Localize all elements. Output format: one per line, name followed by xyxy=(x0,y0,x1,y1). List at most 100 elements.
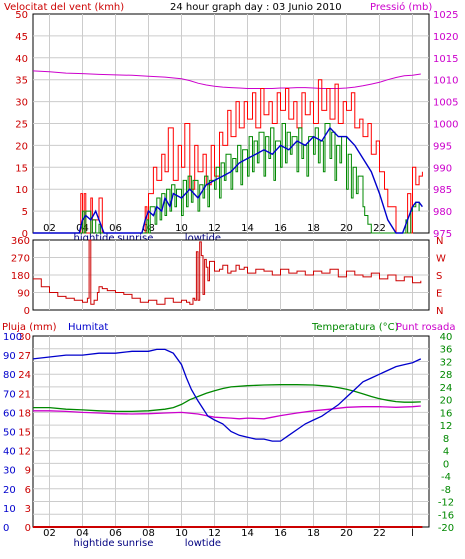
temperature-tick-label: 28 xyxy=(440,370,453,381)
pressure-ticks: 975 980 985 990 995 1000 1005 1010 1015 1020 1025 xyxy=(433,10,458,240)
compass-label: N xyxy=(436,236,443,247)
time-tick-label: 12 xyxy=(208,528,221,539)
humidity-tick-label: 20 xyxy=(3,485,16,496)
pressure-tick-label: 1015 xyxy=(433,54,458,65)
temperature-tick-label: 24 xyxy=(440,383,453,394)
compass-label: E xyxy=(436,289,442,300)
wind-tick-label: 5 xyxy=(22,207,28,218)
humidity-tick-label: 0 xyxy=(3,523,9,534)
pressure-tick-label: 995 xyxy=(433,141,452,152)
humidity-tick-label: 40 xyxy=(3,447,16,458)
time-tick-label: 02 xyxy=(43,528,56,539)
wind-tick-label: 25 xyxy=(15,120,28,131)
rain-tick-label: 27 xyxy=(18,351,31,362)
tide-label: lowtide xyxy=(185,233,221,244)
time-tick-label: 06 xyxy=(109,223,122,234)
temperature-tick-label: 0 xyxy=(443,459,449,470)
wind-tick-label: 30 xyxy=(15,98,28,109)
temperature-tick-label: 8 xyxy=(443,434,449,445)
tide-label: sunrise xyxy=(117,538,153,549)
wind-tick-label: 50 xyxy=(15,10,28,21)
humidity-tick-label: 80 xyxy=(3,370,16,381)
tide-label: sunrise xyxy=(117,233,153,244)
humidity-tick-label: 90 xyxy=(3,351,16,362)
pressure-tick-label: 1010 xyxy=(433,76,458,87)
tide-label: hightide xyxy=(74,233,115,244)
rain-tick-label: 0 xyxy=(25,523,31,534)
rain-humidity-ticks: 0 3 6 9 12 15 18 21 24 27 30 0 10 20 30 40 50 60 70 80 90 100 xyxy=(3,332,31,534)
climate-panel xyxy=(32,335,430,528)
rain-tick-label: 30 xyxy=(18,332,31,343)
time-tick-label: 22 xyxy=(373,223,386,234)
wind-tick-label: 0 xyxy=(22,229,28,240)
rain-tick-label: 24 xyxy=(18,370,31,381)
temperature-tick-label: 36 xyxy=(440,345,453,356)
pressure-tick-label: 985 xyxy=(433,185,452,196)
temperature-series-line xyxy=(33,384,421,413)
pressure-tick-label: 990 xyxy=(433,163,452,174)
climate-time-ticks: 02 04 06 08 10 12 14 16 18 20 22 l hightide sunrise lo… xyxy=(43,528,414,549)
time-tick-label: 18 xyxy=(307,528,320,539)
time-tick-label: 06 xyxy=(109,528,122,539)
humidity-tick-label: 60 xyxy=(3,408,16,419)
time-tick-label: 20 xyxy=(340,528,353,539)
pressure-tick-label: 1020 xyxy=(433,32,458,43)
temperature-tick-label: -20 xyxy=(438,523,454,534)
direction-tick-label: 360 xyxy=(11,236,30,247)
rain-tick-label: 9 xyxy=(25,466,31,477)
pressure-axis-title: Pressió (mb) xyxy=(370,1,432,13)
wind-ticks: 0 5 10 15 20 25 30 35 40 45 50 xyxy=(15,10,28,240)
temperature-tick-label: 32 xyxy=(440,357,453,368)
humidity-tick-label: 50 xyxy=(3,428,16,439)
tide-label: lowtide xyxy=(185,538,221,549)
compass-label: N xyxy=(436,306,443,317)
rain-axis-title: Pluja (mm) xyxy=(2,322,57,333)
rain-tick-label: 3 xyxy=(25,504,31,515)
compass-label: S xyxy=(436,271,442,282)
dew-point-series-line xyxy=(33,405,421,420)
time-tick-label: 10 xyxy=(175,223,188,234)
time-tick-label: 02 xyxy=(43,223,56,234)
time-tick-label: 08 xyxy=(142,528,155,539)
wind-axis-title: Velocitat del vent (kmh) xyxy=(4,2,124,13)
temperature-tick-label: 16 xyxy=(440,408,453,419)
rain-tick-label: 18 xyxy=(18,408,31,419)
pressure-tick-label: 980 xyxy=(433,207,452,218)
humidity-tick-label: 70 xyxy=(3,389,16,400)
tide-label: hightide xyxy=(74,538,115,549)
time-tick-label: 14 xyxy=(241,528,254,539)
climate-series xyxy=(32,348,423,528)
humidity-axis-title: Humitat xyxy=(68,322,108,333)
direction-series xyxy=(33,239,422,305)
time-tick-label: 22 xyxy=(373,528,386,539)
wind-grid xyxy=(33,14,429,233)
temperature-tick-label: -8 xyxy=(441,485,451,496)
time-tick-label: 04 xyxy=(76,528,89,539)
humidity-tick-label: 30 xyxy=(3,466,16,477)
time-tick-label: 20 xyxy=(340,223,353,234)
pressure-tick-label: 1000 xyxy=(433,120,458,131)
temperature-tick-label: 12 xyxy=(440,421,453,432)
gust-series-line xyxy=(33,79,423,234)
temperature-tick-label: 4 xyxy=(443,447,449,458)
wind-tick-label: 15 xyxy=(15,163,28,174)
temperature-tick-label: -4 xyxy=(441,472,451,483)
wind-tick-label: 45 xyxy=(15,32,28,43)
time-tick-label: 16 xyxy=(274,528,287,539)
humidity-tick-label: 10 xyxy=(3,504,16,515)
wind-tick-label: 35 xyxy=(15,76,28,87)
temperature-tick-label: 40 xyxy=(440,332,453,343)
temperature-tick-label: -16 xyxy=(438,510,454,521)
pressure-tick-label: 1005 xyxy=(433,98,458,109)
time-tick-label: 16 xyxy=(274,223,287,234)
rain-tick-label: 21 xyxy=(18,389,31,400)
direction-tick-label: 270 xyxy=(11,254,30,265)
rain-tick-label: 6 xyxy=(25,485,31,496)
avg-series-line xyxy=(33,126,423,234)
time-tick-label: 14 xyxy=(241,223,254,234)
wind-tick-label: 20 xyxy=(15,141,28,152)
dew-axis-title: Punt rosada xyxy=(396,322,455,333)
direction-tick-label: 0 xyxy=(24,306,30,317)
